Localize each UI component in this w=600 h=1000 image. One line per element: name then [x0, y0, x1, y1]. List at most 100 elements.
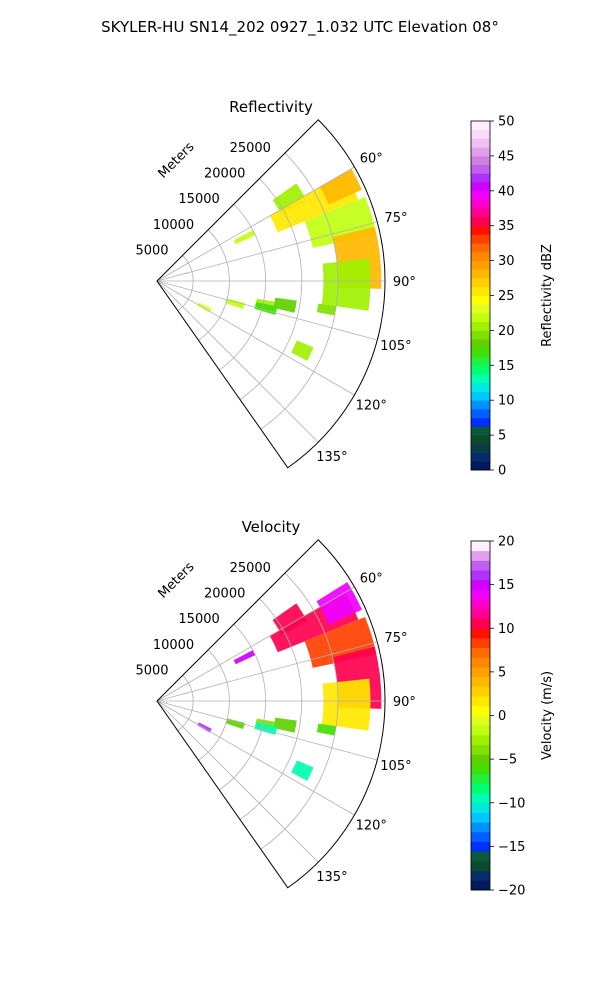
- angle-tick-label: 90°: [393, 695, 416, 710]
- sector-frame: [156, 539, 386, 889]
- colorbar-swatch: [471, 452, 490, 462]
- colorbar-tick-label: 35: [498, 219, 515, 234]
- reflectivity-panel: Reflectivity 5000 10000 15000 20000 25000 Mete…: [135, 98, 555, 479]
- colorbar-swatch: [471, 435, 490, 445]
- angle-tick-label: 120°: [356, 819, 387, 834]
- colorbar-swatch: [471, 365, 490, 375]
- colorbar-tick-label: −5: [498, 753, 517, 768]
- angle-tick-label: 60°: [360, 571, 383, 586]
- angle-tick-label: 135°: [316, 450, 347, 465]
- azimuth-spoke: [156, 586, 355, 702]
- azimuth-spoke: [156, 280, 378, 341]
- colorbar-swatch: [471, 579, 490, 590]
- colorbar-swatch: [471, 382, 490, 392]
- colorbar-tick-label: −15: [498, 840, 525, 855]
- colorbar-tick-label: 50: [498, 115, 515, 130]
- angle-tick-label: 60°: [360, 151, 383, 166]
- sector-frame: [156, 119, 386, 469]
- colorbar-swatch: [471, 637, 490, 649]
- radial-axis-label: Meters: [156, 139, 198, 181]
- range-ring: [239, 598, 303, 820]
- echo-region: [291, 760, 314, 781]
- colorbar-swatch: [471, 725, 490, 736]
- radial-tick-label: 5000: [135, 663, 168, 678]
- colorbar-tick-label: 45: [498, 149, 515, 164]
- colorbar-swatch: [471, 251, 490, 261]
- colorbar-swatch: [471, 225, 490, 235]
- range-ring: [260, 152, 339, 430]
- azimuth-spoke: [156, 280, 355, 396]
- colorbar-swatch: [471, 647, 490, 658]
- colorbar-swatch: [471, 408, 490, 419]
- angle-tick-label: 75°: [384, 631, 407, 646]
- colorbar-swatch: [471, 880, 490, 891]
- colorbar-swatch: [471, 667, 490, 678]
- radial-axis-label: Meters: [156, 559, 198, 601]
- colorbar-swatch: [471, 374, 490, 384]
- polar-grid: [156, 152, 385, 443]
- colorbar-swatch: [471, 628, 490, 639]
- colorbar-swatch: [471, 443, 490, 453]
- figure-suptitle: SKYLER-HU SN14_202 0927_1.032 UTC Elevat…: [101, 18, 499, 37]
- colorbar-swatch: [471, 705, 490, 716]
- radial-tick-label: 10000: [153, 218, 194, 233]
- range-ring: [198, 229, 230, 341]
- colorbar-swatch: [471, 589, 490, 600]
- colorbar-swatch: [471, 347, 490, 357]
- azimuth-spoke: [156, 700, 355, 816]
- colorbar-swatch: [471, 541, 490, 552]
- azimuth-spoke: [156, 280, 319, 443]
- colorbar-label: Velocity (m/s): [540, 671, 555, 760]
- echo-layer: [184, 168, 382, 361]
- colorbar-swatch: [471, 295, 490, 305]
- azimuth-spoke: [156, 700, 378, 761]
- colorbar-tick-label: 10: [498, 394, 515, 409]
- echo-region: [319, 168, 362, 205]
- colorbar-swatch: [471, 822, 490, 833]
- radial-tick-label: 15000: [178, 612, 219, 627]
- colorbar-swatch: [471, 330, 490, 340]
- angle-tick-label: 75°: [384, 211, 407, 226]
- colorbar-tick-label: 5: [498, 665, 506, 680]
- colorbar-swatch: [471, 773, 490, 784]
- colorbar-swatch: [471, 312, 490, 323]
- echo-region: [321, 678, 371, 731]
- echo-region: [316, 303, 337, 316]
- colorbar-swatch: [471, 851, 490, 862]
- range-ring: [198, 649, 230, 761]
- angle-tick-label: 105°: [380, 759, 411, 774]
- range-ring: [239, 178, 303, 400]
- colorbar-swatch: [471, 783, 490, 794]
- colorbar-swatch: [471, 129, 490, 139]
- range-ring: [219, 203, 266, 371]
- colorbar-swatch: [471, 138, 490, 148]
- range-ring: [219, 623, 266, 791]
- colorbar-swatch: [471, 356, 490, 366]
- radial-tick-label: 20000: [204, 167, 245, 182]
- panel-title: Reflectivity: [229, 98, 313, 116]
- colorbar-swatch: [471, 715, 490, 726]
- radial-tick-label: 5000: [135, 243, 168, 258]
- colorbar-tick-label: 40: [498, 184, 515, 199]
- polar-grid: [156, 572, 385, 863]
- colorbar-tick-label: 20: [498, 324, 515, 339]
- echo-region: [233, 230, 256, 245]
- colorbar-swatch: [471, 304, 490, 314]
- colorbar-swatch: [471, 426, 490, 436]
- colorbar-swatch: [471, 461, 490, 471]
- colorbar-swatch: [471, 278, 490, 288]
- colorbar-swatch: [471, 860, 490, 872]
- colorbar-swatch: [471, 208, 490, 218]
- radial-tick-label: 15000: [178, 192, 219, 207]
- colorbar-swatch: [471, 199, 490, 209]
- colorbar-tick-label: 5: [498, 429, 506, 444]
- colorbar-swatch: [471, 190, 490, 200]
- colorbar-tick-label: 15: [498, 578, 515, 593]
- colorbar-swatch: [471, 155, 490, 166]
- colorbar-swatch: [471, 182, 490, 192]
- panel-title: Velocity: [242, 518, 301, 536]
- colorbar-swatch: [471, 173, 490, 183]
- colorbar-swatch: [471, 560, 490, 571]
- colorbar-swatch: [471, 164, 490, 174]
